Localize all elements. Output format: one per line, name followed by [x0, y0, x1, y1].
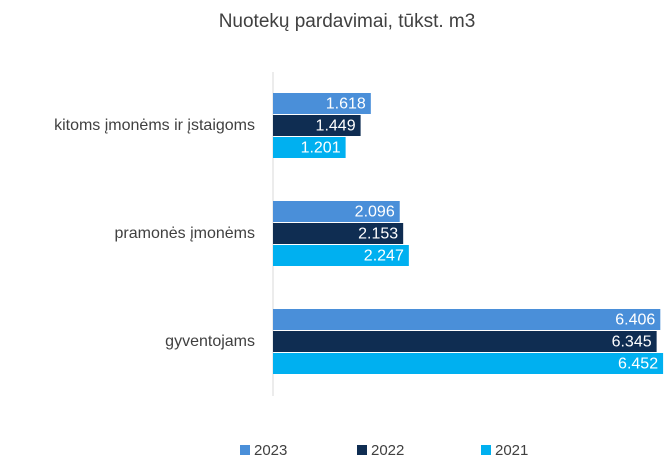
- bar: [273, 93, 371, 114]
- legend-label: 2023: [254, 442, 287, 459]
- value-label: 6.406: [615, 312, 655, 329]
- value-label: 1.201: [301, 140, 341, 157]
- legend-swatch: [357, 445, 367, 455]
- legend-swatch: [240, 445, 250, 455]
- legend-label: 2021: [495, 442, 528, 459]
- category-label: pramonės įmonėms: [115, 225, 256, 242]
- value-label: 6.345: [612, 334, 652, 351]
- bar: [273, 309, 661, 330]
- bar: [273, 201, 400, 222]
- category-label: gyventojams: [165, 333, 255, 350]
- value-label: 6.452: [618, 356, 658, 373]
- bar: [273, 353, 664, 374]
- bar: [273, 245, 409, 266]
- bar: [273, 331, 657, 352]
- legend-swatch: [481, 445, 491, 455]
- chart-title: Nuotekų pardavimai, tūkst. m3: [219, 11, 476, 32]
- value-label: 2.153: [358, 226, 398, 243]
- legend-label: 2022: [371, 442, 404, 459]
- bar: [273, 115, 361, 136]
- value-label: 1.618: [326, 96, 366, 113]
- category-label: kitoms įmonėms ir įstaigoms: [54, 117, 255, 134]
- value-label: 2.096: [355, 204, 395, 221]
- bar: [273, 223, 404, 244]
- value-label: 1.449: [316, 118, 356, 135]
- bar: [273, 137, 346, 158]
- value-label: 2.247: [364, 248, 404, 265]
